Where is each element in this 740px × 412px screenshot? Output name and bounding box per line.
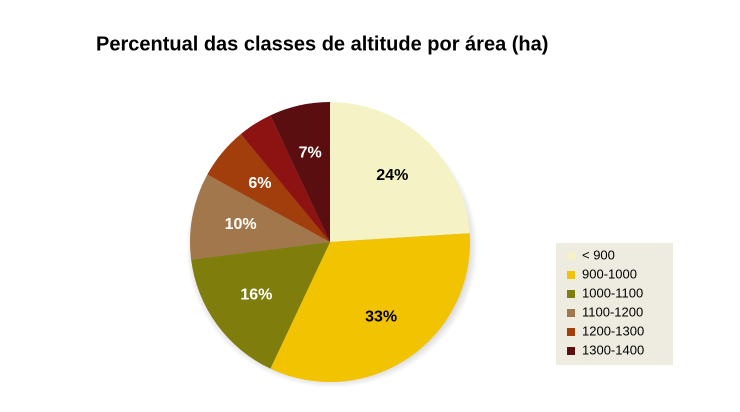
legend-label: 1000-1100 [582,285,643,300]
pie-slice [240,115,330,242]
legend-swatch [567,252,575,260]
legend-label: 1100-1200 [582,304,643,319]
legend-label: < 900 [582,247,615,262]
legend-swatch [567,309,575,317]
legend: < 900 900-1000 1000-1100 1100-1200 1200-1300… [556,243,673,365]
data-label: 33% [365,308,397,325]
legend-swatch [567,347,575,355]
data-label: 7% [299,144,322,161]
legend-label: 1200-1300 [582,323,644,338]
legend-swatch [567,290,575,298]
pie-slice [191,242,330,369]
data-label: 10% [225,216,257,233]
legend-swatch [567,271,575,279]
pie-slice [330,102,470,242]
legend-label: 1300-1400 [582,342,644,357]
legend-box [556,243,673,365]
pie-slice [270,102,330,242]
legend-swatch [567,328,575,336]
pie: 24% 33% 16% 10% 6% 7% [190,102,471,382]
chart-title: Percentual das classes de altitude por á… [96,33,548,55]
data-label: 24% [376,167,408,184]
pie-slice [207,134,330,242]
pie-slice [190,174,330,260]
pie-slice [270,233,471,382]
data-label: 16% [240,287,272,304]
data-label: 6% [248,175,271,192]
legend-label: 900-1000 [582,266,637,281]
